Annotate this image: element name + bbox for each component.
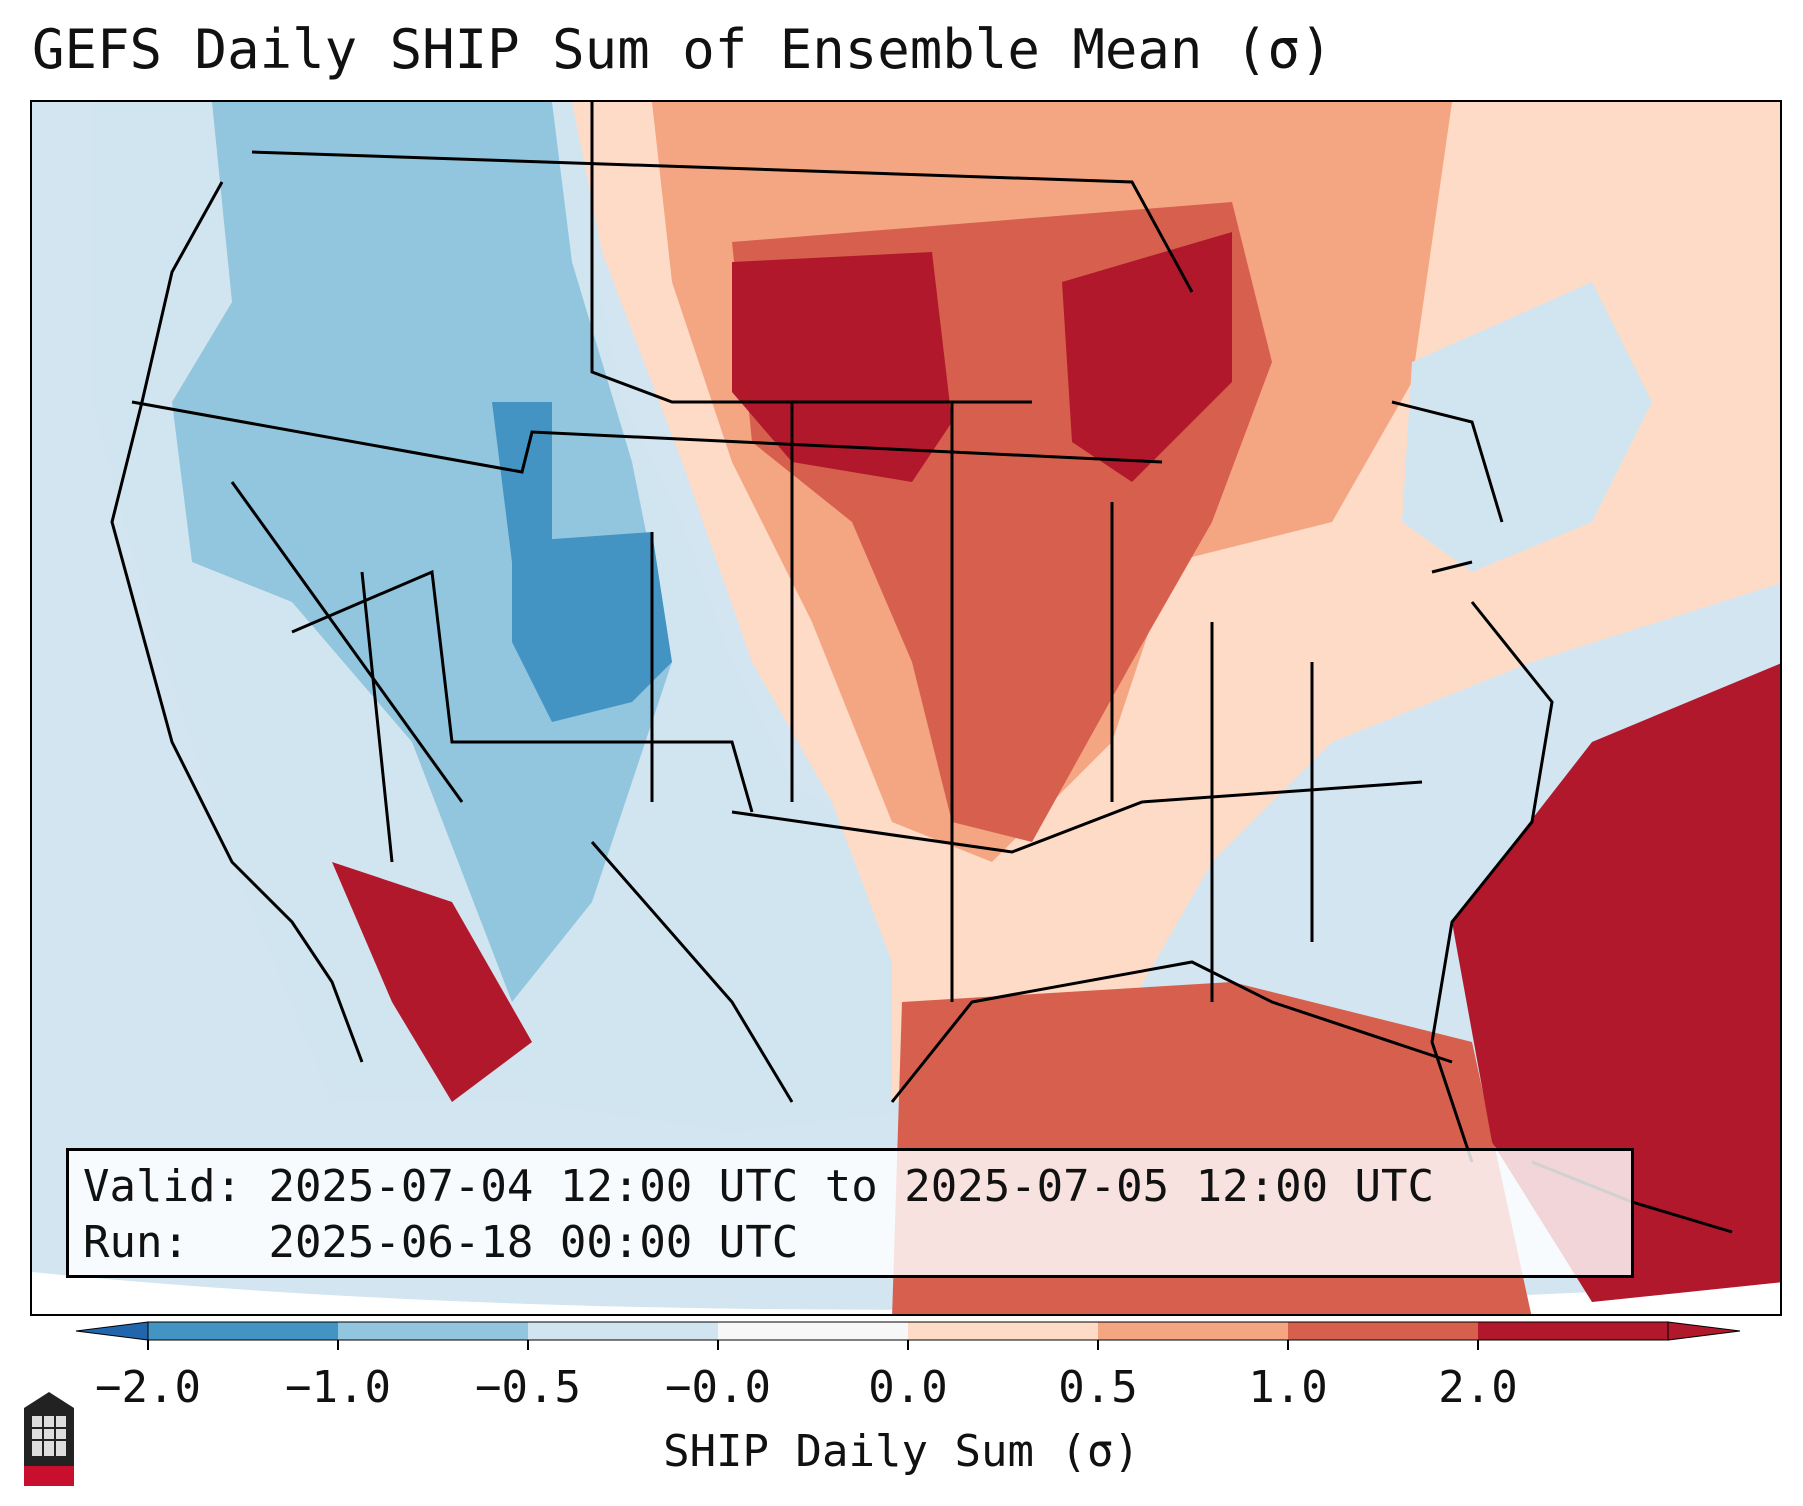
- northeast-lines: [1391, 400, 1504, 574]
- colorbar-tick-label: −0.5: [475, 1362, 581, 1413]
- colorbar-segment: [908, 1322, 1098, 1340]
- colorbar-under-arrow: [75, 1321, 149, 1341]
- colorbar-segment: [1098, 1322, 1288, 1340]
- colorbar-segment: [718, 1322, 908, 1340]
- niu-logo-icon: [24, 1392, 74, 1486]
- anomaly-field: [32, 102, 1780, 1314]
- validity-info-box: Valid: 2025-07-04 12:00 UTC to 2025-07-0…: [66, 1148, 1634, 1278]
- colorbar-segment: [148, 1322, 338, 1340]
- us-canada-border: [251, 150, 1194, 293]
- colorbar-segment: [1478, 1322, 1668, 1340]
- state-lines-vertical: [650, 402, 954, 1002]
- colorbar-segment: [528, 1322, 718, 1340]
- colorbar-over-arrow: [1667, 1321, 1741, 1341]
- atlantic-coastline: [1430, 601, 1554, 1163]
- colorbar-tick-label: 0.0: [868, 1362, 948, 1413]
- colorbar-tick-label: 0.5: [1058, 1362, 1138, 1413]
- region-darkred-mexico: [332, 862, 532, 1102]
- map-panel: [30, 100, 1782, 1316]
- state-line-north: [131, 400, 1163, 474]
- colorbar-tick-label: 2.0: [1438, 1362, 1518, 1413]
- colorbar-tick-label: −2.0: [95, 1362, 201, 1413]
- region-dark-blue-wyoming: [492, 402, 552, 562]
- region-darkred-atlantic: [1452, 663, 1780, 1302]
- region-medium-blue: [172, 102, 672, 1002]
- colorbar: [75, 1321, 1741, 1350]
- state-line-south: [731, 780, 1423, 854]
- gulf-coastline: [590, 841, 1453, 1103]
- chart-title: GEFS Daily SHIP Sum of Ensemble Mean (σ): [32, 18, 1333, 81]
- region-light-blue-northeast: [1402, 282, 1652, 572]
- colorbar-tick-label: −0.0: [665, 1362, 771, 1413]
- run-value: 2025-06-18 00:00 UTC: [268, 1217, 799, 1268]
- run-label: Run:: [83, 1217, 189, 1268]
- colorbar-tick-label: −1.0: [285, 1362, 391, 1413]
- colorbar-label: SHIP Daily Sum (σ): [663, 1426, 1140, 1477]
- state-line-dakotas: [590, 102, 1032, 404]
- region-darkred-dakotas: [732, 252, 952, 482]
- state-lines-west: [230, 481, 464, 863]
- region-darkred-great-lakes: [1062, 232, 1232, 482]
- state-line-central: [291, 569, 754, 813]
- valid-label: Valid:: [83, 1161, 242, 1212]
- state-lines-east: [1110, 502, 1314, 1002]
- colorbar-segment: [338, 1322, 528, 1340]
- colorbar-tick-label: 1.0: [1248, 1362, 1328, 1413]
- pacific-coastline: [110, 181, 364, 1063]
- valid-value: 2025-07-04 12:00 UTC to 2025-07-05 12:00…: [268, 1161, 1435, 1212]
- colorbar-segment: [1288, 1322, 1478, 1340]
- region-dark-blue-colorado: [512, 532, 672, 722]
